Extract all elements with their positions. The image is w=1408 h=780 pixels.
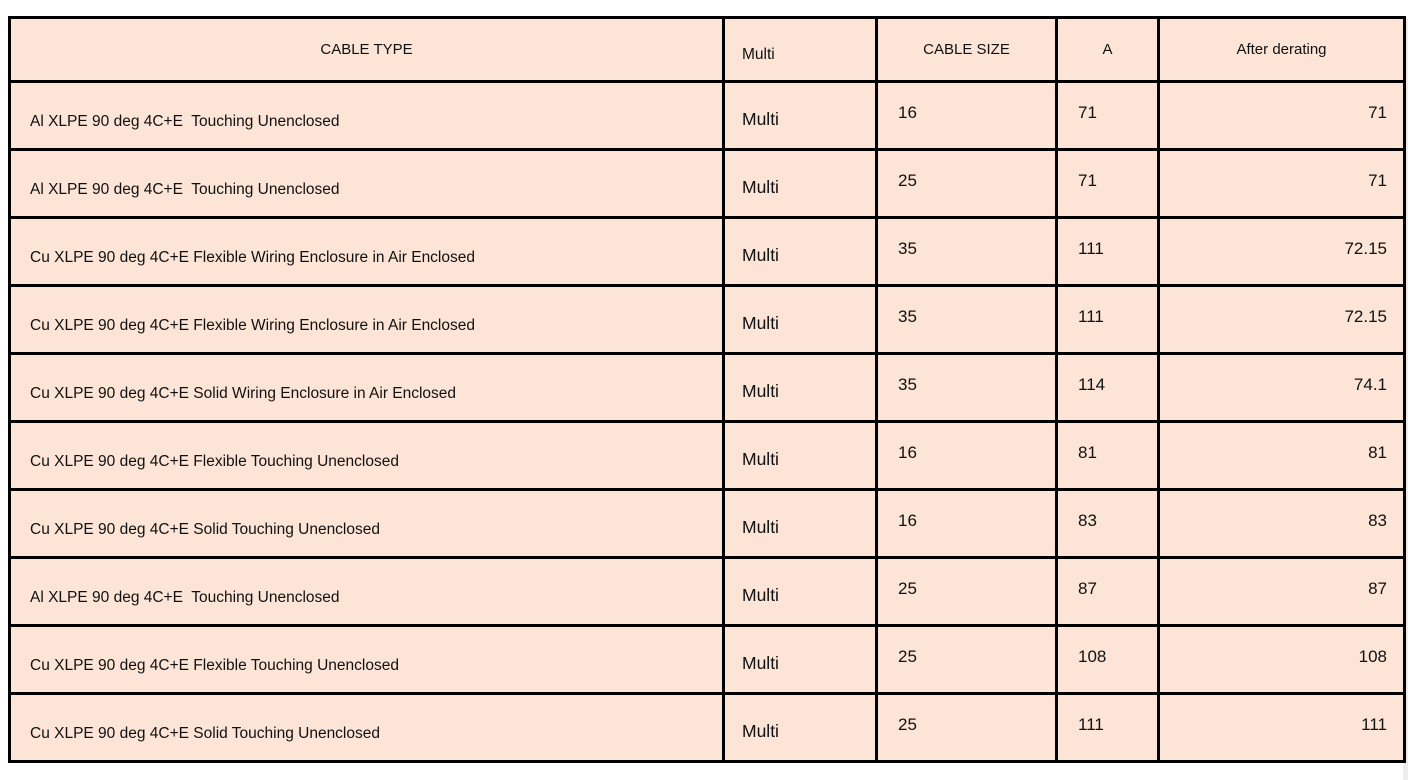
cable-size-cell: 25 (875, 624, 1058, 695)
after-derating-cell: 81 (1157, 420, 1406, 491)
cable-size-cell: 25 (875, 148, 1058, 219)
cable-size-cell: 35 (875, 352, 1058, 423)
after-derating-cell: 71 (1157, 80, 1406, 151)
cable-size-cell: 16 (875, 488, 1058, 559)
cable-size-cell: 16 (875, 80, 1058, 151)
cable-size-cell: 35 (875, 284, 1058, 355)
table-row: Cu XLPE 90 deg 4C+E Flexible Wiring Encl… (8, 284, 1406, 355)
cable-type-cell: Cu XLPE 90 deg 4C+E Flexible Touching Un… (8, 420, 725, 491)
table-row: Cu XLPE 90 deg 4C+E Flexible Touching Un… (8, 420, 1406, 491)
multi-cell: Multi (722, 352, 878, 423)
ampacity-cell: 114 (1055, 352, 1160, 423)
after-derating-cell: 74.1 (1157, 352, 1406, 423)
cable-type-cell: Al XLPE 90 deg 4C+E Touching Unenclosed (8, 556, 725, 627)
table-row: Cu XLPE 90 deg 4C+E Solid Touching Unenc… (8, 488, 1406, 559)
table-row: Al XLPE 90 deg 4C+E Touching Unenclosed … (8, 80, 1406, 151)
cable-size-cell: 16 (875, 420, 1058, 491)
multi-cell: Multi (722, 80, 878, 151)
ampacity-cell: 111 (1055, 692, 1160, 763)
cable-type-cell: Al XLPE 90 deg 4C+E Touching Unenclosed (8, 148, 725, 219)
table-row: Al XLPE 90 deg 4C+E Touching Unenclosed … (8, 556, 1406, 627)
ampacity-cell: 81 (1055, 420, 1160, 491)
cable-size-cell: 35 (875, 216, 1058, 287)
multi-cell: Multi (722, 488, 878, 559)
table-row: Cu XLPE 90 deg 4C+E Flexible Wiring Encl… (8, 216, 1406, 287)
column-header-multi: Multi (722, 16, 878, 83)
column-header-cable-size: CABLE SIZE (875, 16, 1058, 83)
multi-cell: Multi (722, 556, 878, 627)
after-derating-cell: 72.15 (1157, 284, 1406, 355)
cable-type-cell: Cu XLPE 90 deg 4C+E Solid Touching Unenc… (8, 692, 725, 763)
column-header-after-derating: After derating (1157, 16, 1406, 83)
cable-size-cell: 25 (875, 692, 1058, 763)
column-header-a: A (1055, 16, 1160, 83)
table-row: Al XLPE 90 deg 4C+E Touching Unenclosed … (8, 148, 1406, 219)
table-row: Cu XLPE 90 deg 4C+E Solid Wiring Enclosu… (8, 352, 1406, 423)
after-derating-cell: 72.15 (1157, 216, 1406, 287)
cable-type-cell: Al XLPE 90 deg 4C+E Touching Unenclosed (8, 80, 725, 151)
table-row: Cu XLPE 90 deg 4C+E Flexible Touching Un… (8, 624, 1406, 695)
after-derating-cell: 108 (1157, 624, 1406, 695)
ampacity-cell: 83 (1055, 488, 1160, 559)
cable-type-cell: Cu XLPE 90 deg 4C+E Solid Wiring Enclosu… (8, 352, 725, 423)
multi-cell: Multi (722, 692, 878, 763)
table-body: Al XLPE 90 deg 4C+E Touching Unenclosed … (8, 80, 1406, 763)
after-derating-cell: 71 (1157, 148, 1406, 219)
table-row: Cu XLPE 90 deg 4C+E Solid Touching Unenc… (8, 692, 1406, 763)
cable-type-cell: Cu XLPE 90 deg 4C+E Solid Touching Unenc… (8, 488, 725, 559)
table-header-row: CABLE TYPE Multi CABLE SIZE A After dera… (8, 16, 1406, 83)
cable-size-cell: 25 (875, 556, 1058, 627)
cable-type-cell: Cu XLPE 90 deg 4C+E Flexible Wiring Encl… (8, 284, 725, 355)
after-derating-cell: 83 (1157, 488, 1406, 559)
after-derating-cell: 87 (1157, 556, 1406, 627)
multi-cell: Multi (722, 216, 878, 287)
multi-cell: Multi (722, 624, 878, 695)
cable-type-cell: Cu XLPE 90 deg 4C+E Flexible Touching Un… (8, 624, 725, 695)
ampacity-cell: 111 (1055, 284, 1160, 355)
multi-cell: Multi (722, 148, 878, 219)
ampacity-cell: 71 (1055, 148, 1160, 219)
ampacity-cell: 111 (1055, 216, 1160, 287)
ampacity-cell: 87 (1055, 556, 1160, 627)
multi-cell: Multi (722, 420, 878, 491)
ampacity-cell: 108 (1055, 624, 1160, 695)
ampacity-cell: 71 (1055, 80, 1160, 151)
cable-derating-table: CABLE TYPE Multi CABLE SIZE A After dera… (8, 16, 1406, 763)
after-derating-cell: 111 (1157, 692, 1406, 763)
column-header-cable-type: CABLE TYPE (8, 16, 725, 83)
multi-cell: Multi (722, 284, 878, 355)
cable-type-cell: Cu XLPE 90 deg 4C+E Flexible Wiring Encl… (8, 216, 725, 287)
